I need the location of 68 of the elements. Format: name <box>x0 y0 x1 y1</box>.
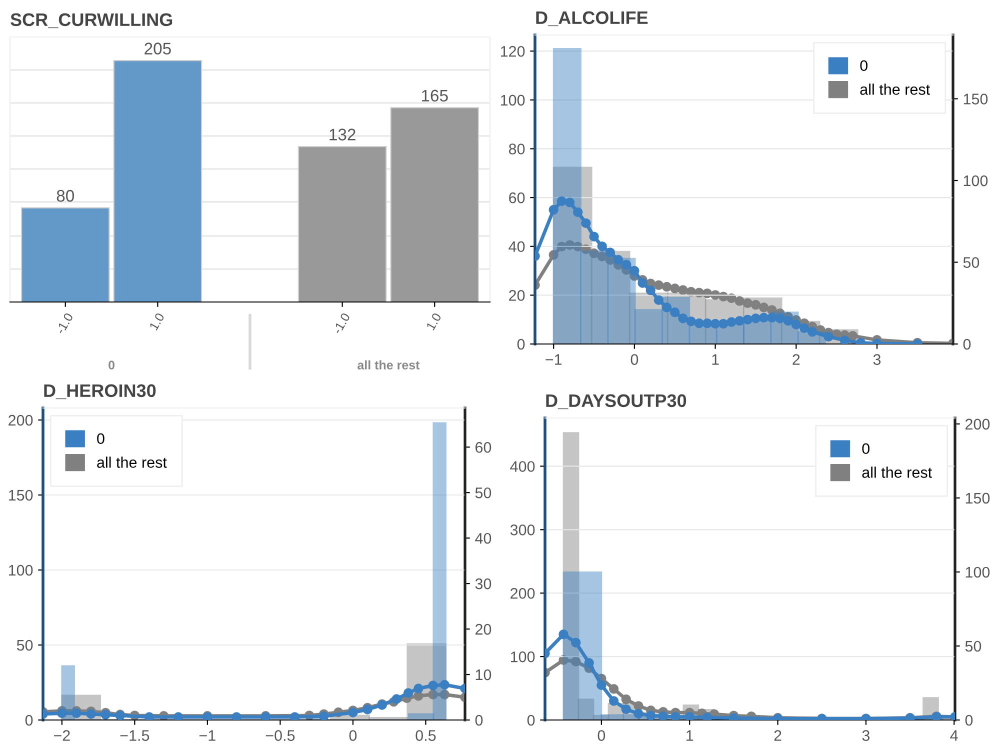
y2-tick-label: 60 <box>476 442 492 453</box>
legend-label: 0 <box>862 443 870 454</box>
y-tick-label: 20 <box>509 290 525 301</box>
y2-tick-label: 30 <box>475 578 492 590</box>
y-tick-label: 100 <box>500 94 525 106</box>
y2-tick-label: 20 <box>475 624 492 635</box>
y-tick-label: 200 <box>510 588 535 599</box>
y-tick-label: 200 <box>8 414 33 426</box>
chart-title: D_ALCOLIFE <box>536 11 648 26</box>
x-tick-label: 3 <box>873 354 881 365</box>
y-tick-label: 0 <box>25 714 33 726</box>
y2-tick-label: 40 <box>475 532 492 544</box>
x-tick-label: 0 <box>349 730 357 741</box>
legend-label: 0 <box>860 60 868 72</box>
x-tick-label: 1 <box>686 730 694 741</box>
chart-title: D_HEROIN30 <box>44 384 156 400</box>
legend-label: all the rest <box>860 84 930 95</box>
data-label: 205 <box>144 42 171 54</box>
y2-tick-label: 150 <box>964 94 988 104</box>
x-tick-label: -1.0 <box>332 312 350 334</box>
text: all the rest <box>358 360 420 370</box>
y2-tick-label: 50 <box>963 257 980 268</box>
x-tick-label: −1 <box>199 730 216 741</box>
y-tick-label: 120 <box>500 46 525 57</box>
y2-tick-label: 0 <box>963 338 971 350</box>
y2-tick-label: 100 <box>964 175 988 186</box>
y-tick-label: 100 <box>510 651 535 662</box>
x-tick-label: 1 <box>712 354 719 365</box>
y-tick-label: 0 <box>527 714 535 726</box>
y2-tick-label: 200 <box>965 418 990 430</box>
y2-tick-label: 0 <box>475 714 483 726</box>
x-tick-label: 3 <box>862 730 870 741</box>
chart-title: D_DAYSOUTP30 <box>546 394 686 410</box>
x-tick-label: 0 <box>598 730 606 741</box>
y-tick-label: 150 <box>8 490 33 501</box>
x-tick-label: −2 <box>54 730 70 741</box>
y-tick-label: 80 <box>508 144 525 154</box>
y2-tick-label: 0 <box>965 714 973 726</box>
x-tick-label: 1.0 <box>149 312 165 331</box>
y2-tick-label: 50 <box>475 487 492 498</box>
legend-label: all the rest <box>97 456 167 468</box>
y-tick-label: 50 <box>16 640 33 651</box>
x-tick-label: −1 <box>546 354 562 365</box>
x-tick-label: 2 <box>792 354 800 365</box>
x-tick-label: 2 <box>774 730 782 741</box>
data-label: 80 <box>56 190 74 202</box>
data-label: 165 <box>422 90 448 102</box>
data-label: 132 <box>330 128 356 140</box>
legend-label: 0 <box>97 433 104 444</box>
y-tick-label: 300 <box>510 524 535 536</box>
y2-tick-label: 50 <box>965 640 982 652</box>
y-tick-label: 60 <box>509 192 525 204</box>
x-tick-label: 0.5 <box>416 730 436 741</box>
y-tick-label: 100 <box>8 564 33 576</box>
y2-tick-label: 100 <box>966 566 990 578</box>
y2-tick-label: 150 <box>966 492 990 504</box>
x-tick-label: -1.0 <box>56 312 74 334</box>
x-tick-label: −1.5 <box>120 730 150 741</box>
y-tick-label: 40 <box>508 241 525 252</box>
x-tick-label: 4 <box>950 730 958 741</box>
x-tick-label: −0.5 <box>266 730 295 741</box>
legend-label: all the rest <box>862 466 932 478</box>
chart-title: SCR_CURWILLING <box>10 13 172 28</box>
y-tick-label: 0 <box>517 338 525 350</box>
y-tick-label: 400 <box>510 461 535 472</box>
x-tick-label: 1.0 <box>426 312 442 331</box>
y2-tick-label: 10 <box>476 669 492 680</box>
x-tick-label: 0 <box>630 354 638 365</box>
